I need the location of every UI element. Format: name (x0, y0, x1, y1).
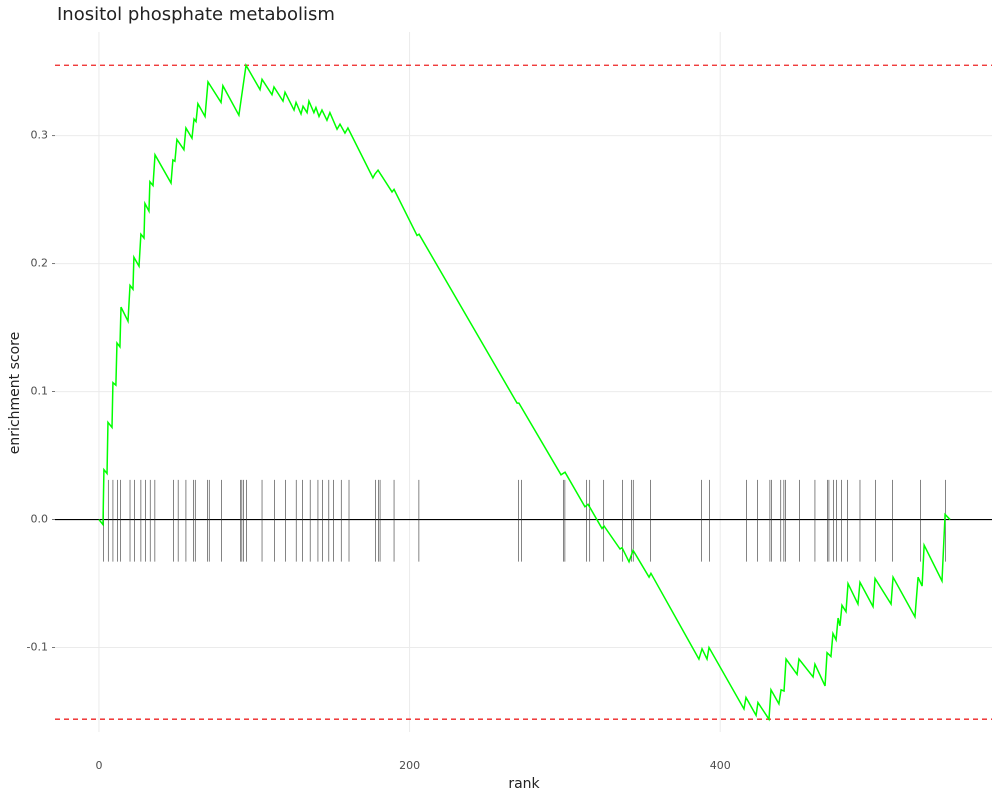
x-tick-label: 400 (710, 759, 731, 772)
y-tick-label: 0.3 (31, 129, 49, 142)
chart-title: Inositol phosphate metabolism (57, 4, 335, 25)
y-tick-label: 0.2 (31, 257, 49, 270)
y-axis-label: enrichment score (7, 332, 23, 454)
x-tick-label: 0 (95, 759, 102, 772)
y-tick-label: 0.1 (31, 385, 49, 398)
x-tick-label: 200 (399, 759, 420, 772)
y-tick-label: 0.0 (31, 513, 49, 526)
es-line (98, 63, 951, 722)
y-tick-label: -0.1 (27, 641, 48, 654)
x-axis-label: rank (508, 776, 540, 792)
